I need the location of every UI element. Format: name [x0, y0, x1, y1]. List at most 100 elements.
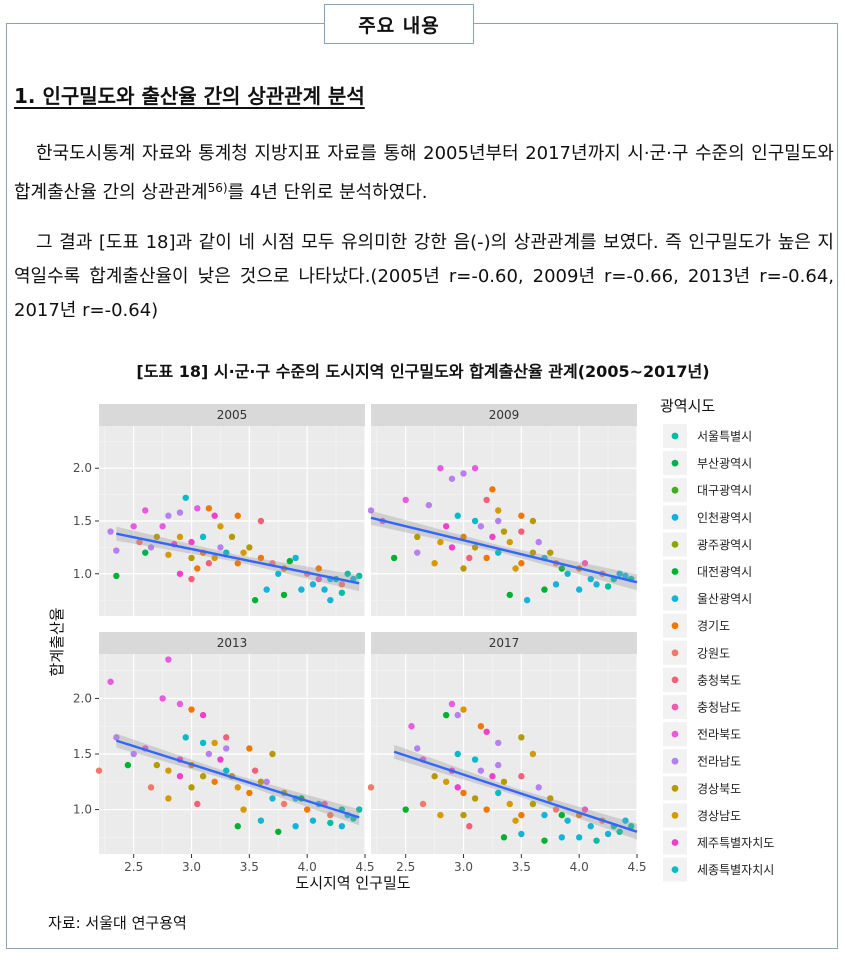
data-point [471, 756, 479, 763]
data-point [506, 800, 513, 808]
data-point [431, 773, 438, 780]
data-point [153, 533, 161, 541]
facet-strip [371, 632, 637, 654]
data-point [280, 591, 288, 599]
data-point [512, 565, 519, 572]
data-point [495, 507, 502, 514]
x-tick-label: 3.0 [182, 860, 201, 874]
data-point [292, 554, 299, 562]
section-title: 1. 인구밀도와 출산율 간의 상관관계 분석 [14, 84, 365, 108]
data-point [292, 823, 299, 830]
data-point [165, 656, 172, 663]
data-point [454, 512, 461, 519]
data-point [414, 549, 421, 556]
data-point [454, 750, 461, 758]
legend-label: 서울특별시 [697, 430, 752, 444]
data-point [604, 830, 612, 838]
legend-label: 충청북도 [697, 673, 741, 687]
data-point [199, 711, 207, 719]
data-point [205, 750, 213, 758]
data-point [437, 538, 444, 546]
data-point [402, 496, 409, 504]
data-point [338, 589, 346, 596]
data-point [240, 806, 247, 813]
data-point [188, 706, 195, 713]
data-point [327, 596, 334, 604]
legend-swatch [671, 595, 679, 602]
data-point [176, 533, 184, 541]
data-point [113, 572, 120, 580]
facet-label: 2005 [217, 408, 248, 422]
data-point [425, 501, 433, 509]
data-point [471, 544, 479, 551]
data-point [280, 800, 288, 808]
data-point [257, 817, 265, 824]
y-tick-label: 1.5 [73, 747, 92, 761]
data-point [309, 817, 317, 824]
y-tick-label: 1.0 [73, 803, 92, 817]
data-point [547, 795, 554, 802]
data-point [489, 533, 496, 541]
data-point [495, 761, 502, 769]
data-point [159, 695, 166, 702]
data-point [448, 475, 456, 482]
data-point [165, 767, 172, 774]
data-point [182, 494, 189, 501]
trend-line [370, 516, 638, 584]
data-point [327, 819, 334, 827]
data-point [500, 528, 508, 535]
footnote-ref[interactable]: 56) [207, 181, 228, 195]
trend-line [393, 750, 638, 833]
legend-label: 강원도 [697, 646, 730, 660]
facet-strip [99, 404, 365, 426]
data-point [622, 817, 629, 824]
data-point [130, 750, 137, 758]
data-point [471, 465, 479, 472]
data-point [246, 789, 253, 797]
data-point [147, 544, 155, 551]
data-point [477, 523, 485, 530]
data-point [130, 523, 137, 530]
paragraph-1: 한국도시통계 자료와 통계청 지방지표 자료를 통해 2005년부터 2017년… [14, 137, 834, 210]
data-point [500, 778, 508, 785]
data-point [147, 784, 155, 791]
data-point [460, 470, 467, 477]
x-tick-label: 4.5 [627, 860, 646, 874]
legend-swatch [671, 568, 679, 575]
data-point [194, 565, 201, 572]
data-point [327, 811, 334, 819]
data-point [529, 549, 537, 556]
data-point [616, 828, 623, 835]
legend-swatch [671, 757, 679, 765]
data-point [460, 706, 467, 713]
data-point [575, 834, 583, 841]
data-point [338, 581, 346, 588]
legend-swatch [671, 730, 679, 738]
legend-swatch [671, 703, 679, 711]
y-tick-label: 1.5 [73, 514, 92, 528]
data-point [275, 570, 282, 577]
data-point [489, 486, 496, 493]
data-point [552, 806, 560, 813]
data-point [223, 745, 230, 752]
data-point [460, 533, 467, 541]
x-tick-label: 3.5 [512, 860, 531, 874]
legend-label: 세종특별자치시 [697, 863, 774, 877]
data-point [419, 800, 427, 808]
legend-swatch [671, 866, 679, 873]
data-point [448, 700, 456, 708]
data-point [153, 761, 161, 769]
data-point [211, 778, 218, 785]
data-point [165, 512, 172, 519]
y-axis-title: 합계출산율 [48, 607, 66, 676]
data-point [124, 761, 132, 769]
data-point [558, 565, 566, 572]
data-point [541, 837, 548, 844]
data-point [437, 811, 444, 819]
legend-label: 충청남도 [697, 701, 741, 715]
data-point [460, 789, 467, 797]
data-point [356, 572, 363, 580]
data-point [512, 817, 519, 824]
data-point [142, 507, 149, 514]
facet-strip [371, 404, 637, 426]
